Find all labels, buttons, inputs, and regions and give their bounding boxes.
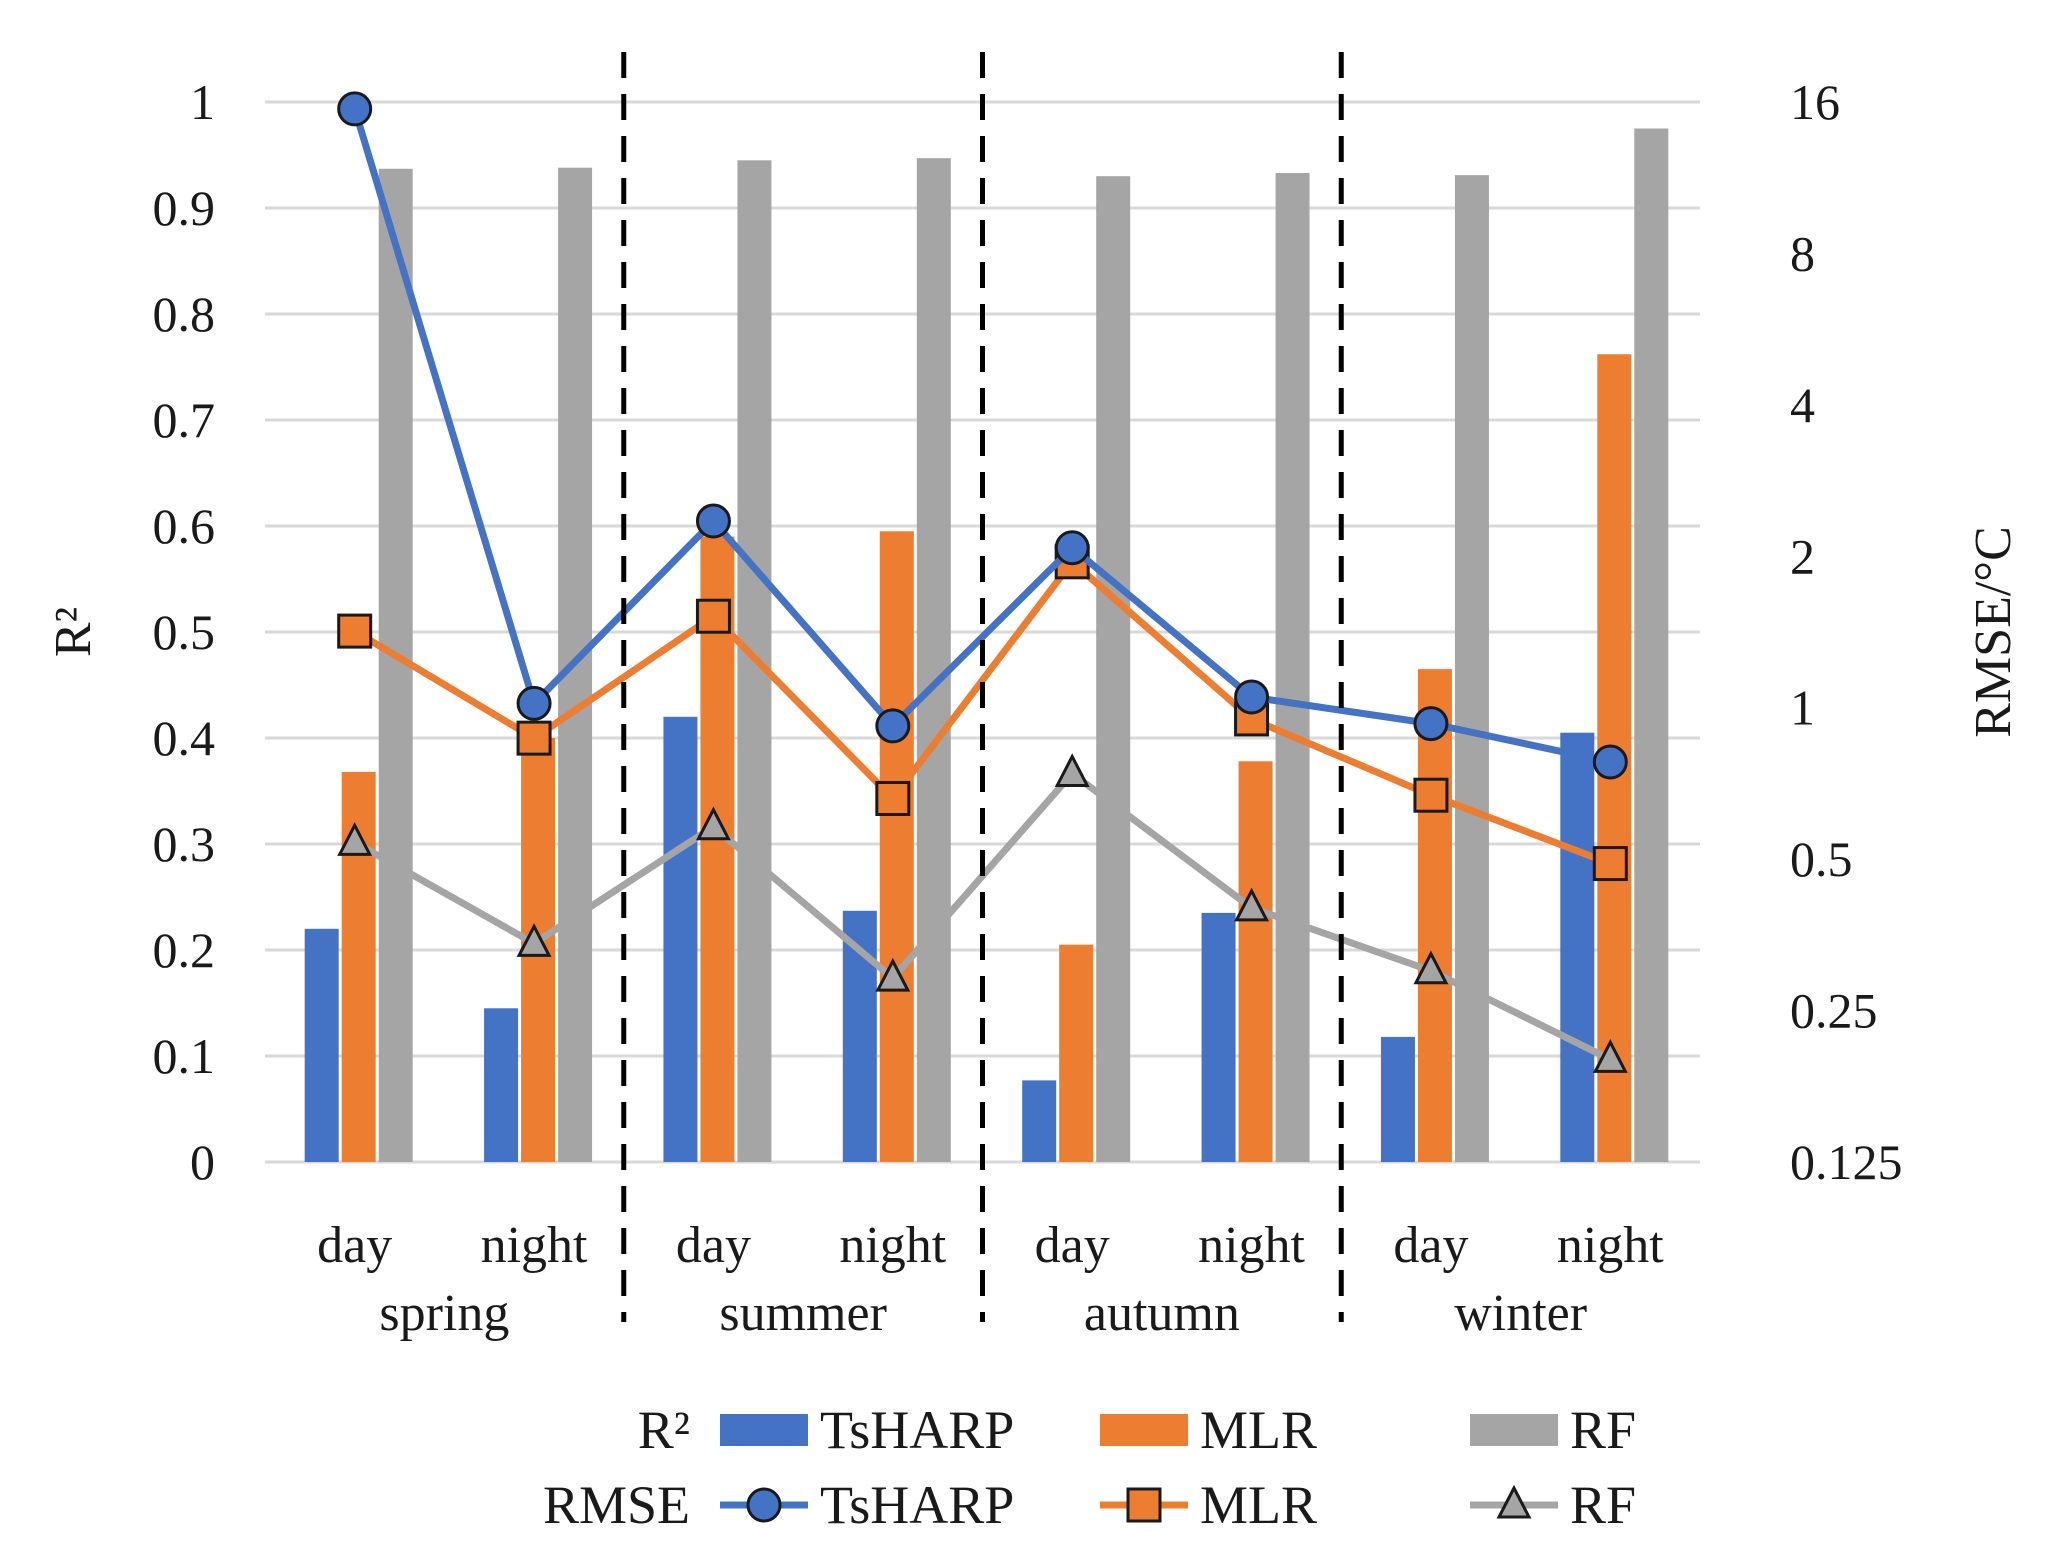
left-tick-label: 0.4 <box>153 710 216 766</box>
marker-mlr <box>695 598 731 634</box>
bar-tsharp <box>304 928 339 1162</box>
legend-marker <box>746 1487 782 1523</box>
line-tsharp <box>351 107 1612 766</box>
category-label: day <box>317 1217 392 1274</box>
legend-marker <box>1126 1487 1162 1523</box>
left-axis-title: R² <box>45 607 102 657</box>
bar-tsharp <box>1022 1080 1057 1162</box>
bar-mlr <box>1238 761 1273 1162</box>
marker-mlr <box>516 720 552 756</box>
category-label: night <box>1557 1217 1664 1274</box>
bar-tsharp <box>663 716 698 1162</box>
r2-bars <box>304 128 1669 1163</box>
legend-item-label: TsHARP <box>820 1475 1014 1535</box>
left-tick-label: 0.7 <box>153 392 216 448</box>
marker-rf <box>337 822 373 856</box>
left-tick-label: 0.3 <box>153 816 216 872</box>
legend-item-label: RF <box>1570 1475 1636 1535</box>
category-label: night <box>481 1217 588 1274</box>
legend-rmse-label: RMSE <box>543 1475 690 1535</box>
legend-r2-label: R² <box>638 1400 690 1460</box>
bar-mlr <box>1059 944 1094 1162</box>
bar-tsharp <box>1560 732 1595 1162</box>
bar-tsharp <box>1201 912 1236 1162</box>
right-tick-label: 4 <box>1790 377 1815 433</box>
bar-rf <box>1454 175 1489 1162</box>
right-axis: 0.125 0.25 0.5 1 2 4 8 16 RMSE/°C <box>1790 74 2022 1190</box>
right-tick-label: 1 <box>1790 680 1815 736</box>
marker-tsharp <box>875 708 911 744</box>
left-tick-label: 0.6 <box>153 498 216 554</box>
marker-mlr <box>1413 777 1449 813</box>
category-label: day <box>1035 1217 1110 1274</box>
bar-rf <box>916 158 951 1162</box>
category-label: day <box>1393 1217 1468 1274</box>
right-tick-label: 0.125 <box>1790 1134 1903 1190</box>
left-tick-label: 0.9 <box>153 180 216 236</box>
marker-tsharp <box>1054 530 1090 566</box>
marker-mlr <box>337 613 373 649</box>
right-axis-title: RMSE/°C <box>1965 526 2022 738</box>
season-label: winter <box>1454 1285 1587 1342</box>
right-tick-label: 16 <box>1790 74 1840 130</box>
bar-tsharp <box>484 1008 519 1162</box>
category-label: night <box>839 1217 946 1274</box>
marker-mlr <box>1592 846 1628 882</box>
marker-tsharp <box>337 91 373 127</box>
bar-rf <box>1634 128 1669 1162</box>
season-separators <box>621 52 1344 1322</box>
bar-mlr <box>1417 669 1452 1162</box>
legend-bar-swatch <box>720 1414 808 1446</box>
left-axis: 0 0.1 0.2 0.3 0.4 0.5 0.6 0.7 0.8 0.9 1 R² <box>45 74 215 1190</box>
left-tick-label: 0 <box>190 1134 215 1190</box>
right-tick-label: 0.25 <box>1790 983 1878 1039</box>
legend: R² RMSE TsHARP MLR RF TsHARP MLR RF <box>543 1400 1636 1535</box>
left-tick-label: 0.1 <box>153 1028 216 1084</box>
legend-bar-swatch <box>1100 1414 1188 1446</box>
line-mlr <box>352 558 1612 867</box>
bar-rf <box>1096 176 1131 1162</box>
bar-rf <box>1275 173 1310 1162</box>
marker-tsharp <box>516 685 552 721</box>
marker-rf <box>1234 887 1270 922</box>
left-tick-label: 0.2 <box>153 922 216 978</box>
category-label: night <box>1198 1217 1305 1274</box>
marker-tsharp <box>695 503 731 539</box>
marker-rf <box>1054 753 1090 787</box>
marker-tsharp <box>1234 679 1270 715</box>
bar-tsharp <box>1380 1036 1415 1162</box>
legend-marker <box>1496 1484 1532 1519</box>
left-tick-label: 0.5 <box>153 604 216 660</box>
marker-rf <box>695 806 731 841</box>
left-tick-label: 0.8 <box>153 286 216 342</box>
legend-item-label: MLR <box>1200 1400 1317 1460</box>
left-tick-label: 1 <box>190 74 215 130</box>
right-tick-label: 0.5 <box>1790 831 1853 887</box>
legend-item-label: RF <box>1570 1400 1636 1460</box>
right-tick-label: 2 <box>1790 528 1815 584</box>
marker-mlr <box>875 780 911 816</box>
season-label: autumn <box>1084 1285 1240 1342</box>
category-label: day <box>676 1217 751 1274</box>
right-tick-label: 8 <box>1790 225 1815 281</box>
legend-bar-swatch <box>1470 1414 1558 1446</box>
bar-mlr <box>879 531 914 1162</box>
marker-rf <box>516 923 552 957</box>
season-label: summer <box>719 1285 887 1342</box>
bar-mlr <box>700 536 735 1162</box>
legend-item-label: MLR <box>1200 1475 1317 1535</box>
marker-rf <box>875 957 911 992</box>
legend-item-label: TsHARP <box>820 1400 1014 1460</box>
marker-rf <box>1413 950 1449 985</box>
rmse-lines <box>337 91 1628 1073</box>
marker-rf <box>1592 1039 1628 1073</box>
marker-tsharp <box>1413 706 1449 742</box>
marker-tsharp <box>1592 744 1628 780</box>
season-label: spring <box>379 1285 509 1342</box>
x-axis: day night day night day night day night spring su… <box>317 1217 1664 1342</box>
